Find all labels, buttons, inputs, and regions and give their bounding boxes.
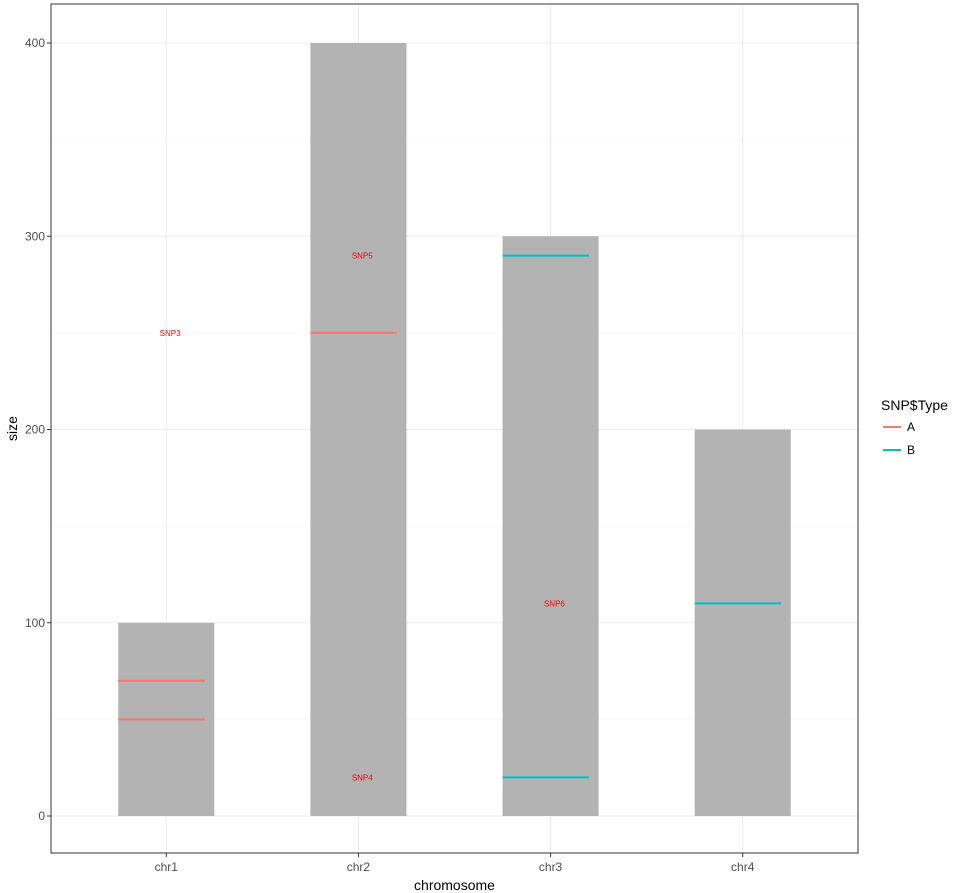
legend-label-B: B (907, 443, 915, 457)
snp-label-SNP3: SNP3 (160, 329, 181, 338)
y-tick-label: 300 (25, 229, 45, 243)
x-tick-label: chr2 (347, 860, 371, 874)
x-tick-label: chr1 (155, 860, 179, 874)
y-axis: 0 100 200 300 400 (25, 36, 51, 823)
panel-border (50, 3, 859, 854)
snp-lines (118, 254, 782, 779)
x-axis: chr1 chr2 chr3 chr4 (155, 853, 755, 874)
bar-chr2 (310, 43, 407, 816)
bar-chr3 (502, 236, 599, 816)
snp-label-SNP5: SNP5 (352, 252, 373, 261)
y-tick-label: 0 (38, 809, 45, 823)
y-tick-label: 400 (25, 36, 45, 50)
legend-title: SNP$Type (881, 397, 948, 413)
snp-label-SNP4: SNP4 (352, 773, 373, 782)
y-tick-label: 100 (25, 616, 45, 630)
x-axis-title: chromosome (414, 877, 495, 893)
x-tick-label: chr3 (539, 860, 563, 874)
legend-items: AB (883, 420, 915, 457)
x-tick-label: chr4 (731, 860, 755, 874)
bar-chr4 (694, 429, 791, 816)
legend-label-A: A (907, 420, 915, 434)
snp-label-SNP6: SNP6 (544, 599, 565, 608)
y-tick-label: 200 (25, 423, 45, 437)
y-axis-title: size (4, 416, 20, 441)
legend: SNP$Type AB (881, 397, 948, 457)
snp-labels: SNP1SNP2SNP3SNP4SNP5SNP6 (160, 252, 566, 783)
